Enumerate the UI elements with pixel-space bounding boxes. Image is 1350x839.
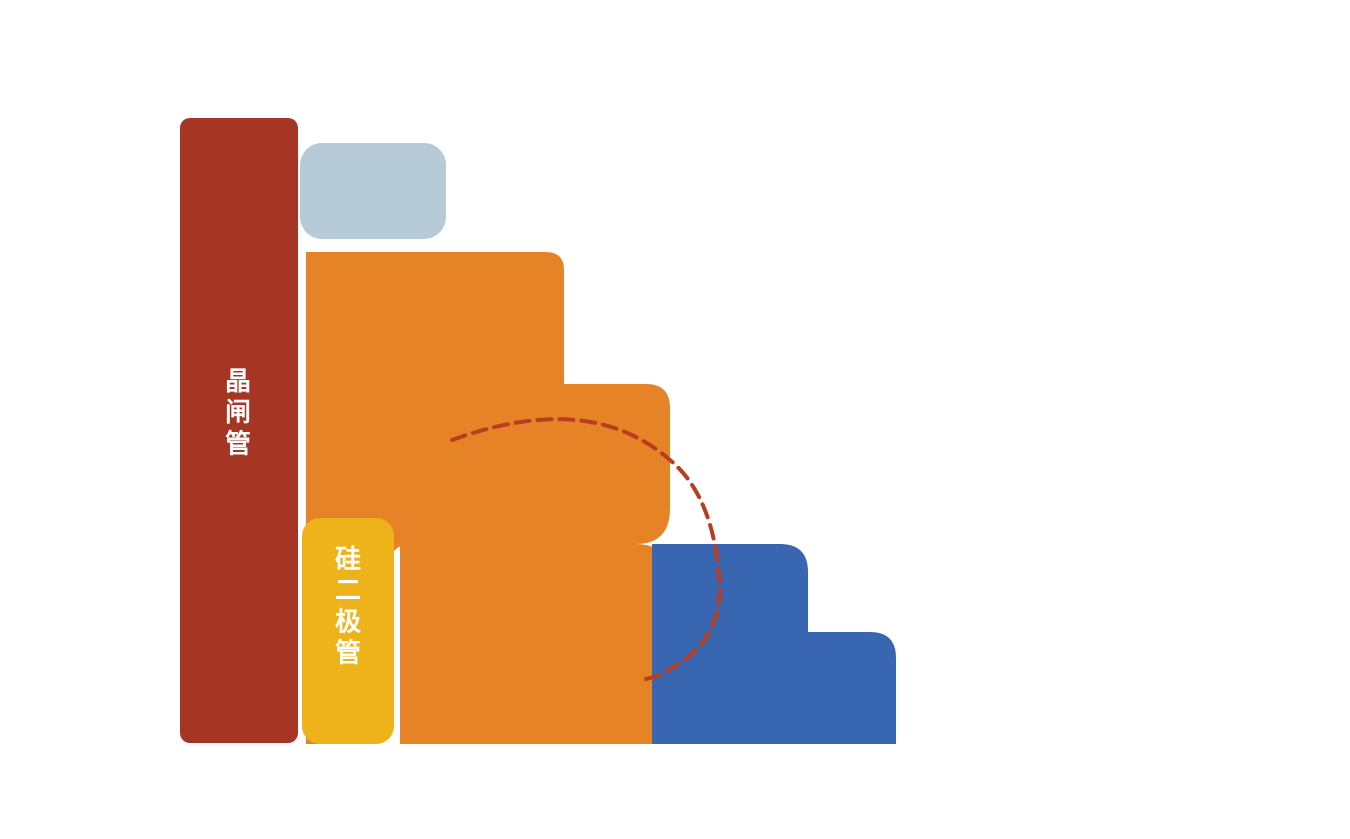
region-igbt-discrete [400,544,670,744]
label-si-diode: 硅二极管 [335,544,362,668]
label-thyristor: 晶闸管 [225,366,251,458]
region-gto-igct [300,143,446,239]
region-mosfet [646,544,896,744]
power-device-diagram: 晶闸管硅二极管 [0,0,1350,839]
